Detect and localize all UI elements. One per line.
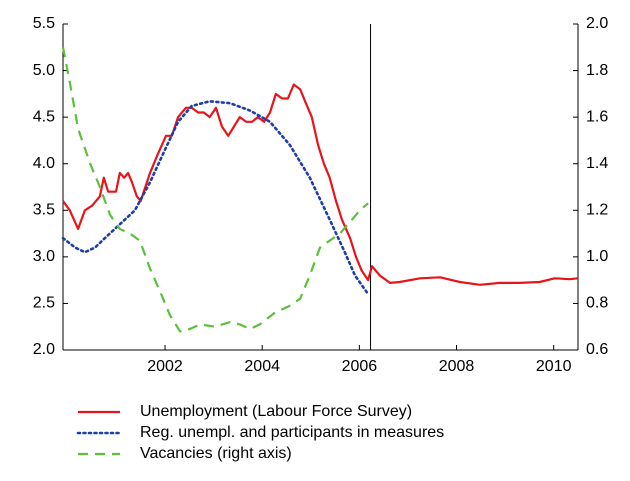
y-tick-label: 4.0	[33, 155, 55, 172]
x-tick-label: 2010	[536, 358, 572, 375]
legend-label: Reg. unempl. and participants in measure…	[140, 424, 444, 441]
y2-tick-label: 1.4	[586, 155, 608, 172]
y2-tick-label: 1.0	[586, 248, 608, 265]
y-tick-label: 4.5	[33, 108, 55, 125]
y2-tick-label: 1.6	[586, 108, 608, 125]
y2-tick-label: 0.8	[586, 295, 608, 312]
x-tick-label: 2006	[342, 358, 378, 375]
x-tick-label: 2002	[147, 358, 183, 375]
y-tick-label: 5.5	[33, 15, 55, 32]
y2-tick-label: 1.2	[586, 202, 608, 219]
x-tick-label: 2004	[244, 358, 280, 375]
x-tick-label: 2008	[439, 358, 475, 375]
y-tick-label: 3.0	[33, 248, 55, 265]
series-line	[61, 100, 370, 296]
legend-label: Vacancies (right axis)	[140, 445, 292, 462]
y-tick-label: 5.0	[33, 62, 55, 79]
y-tick-label: 2.0	[33, 341, 55, 358]
legend-label: Unemployment (Labour Force Survey)	[140, 403, 412, 420]
y2-tick-label: 1.8	[586, 62, 608, 79]
y-tick-label: 3.5	[33, 202, 55, 219]
series-line	[62, 83, 579, 286]
y2-tick-label: 2.0	[586, 15, 608, 32]
series-line	[61, 47, 369, 333]
y2-tick-label: 0.6	[586, 341, 608, 358]
y-tick-label: 2.5	[33, 295, 55, 312]
